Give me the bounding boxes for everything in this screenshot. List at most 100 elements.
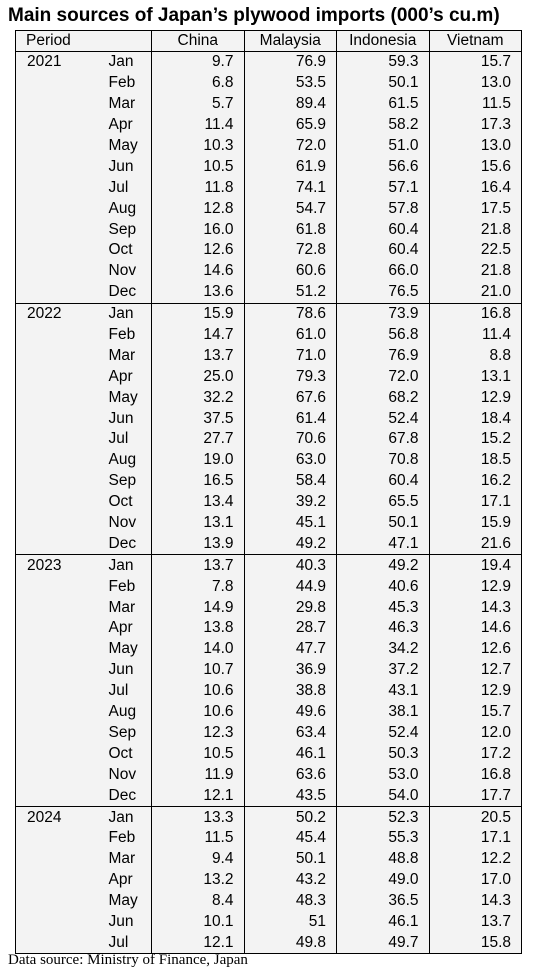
china-value-cell: 12.1 — [151, 785, 245, 808]
table-row: Oct 13.4 39.2 65.5 17.1 — [15, 491, 522, 513]
indonesia-value-cell: 65.5 — [336, 491, 430, 513]
year-cell — [15, 219, 62, 241]
malaysia-value-cell: 39.2 — [243, 491, 337, 513]
vietnam-value-cell: 22.5 — [428, 240, 522, 261]
indonesia-value-cell: 50.3 — [336, 743, 430, 765]
month-cell: May — [61, 890, 152, 912]
year-cell — [15, 135, 62, 157]
imports-table-container: Period China Malaysia Indonesia Vietnam … — [15, 30, 522, 955]
header-period: Period — [15, 30, 152, 52]
indonesia-value-cell: 48.8 — [336, 848, 430, 870]
indonesia-value-cell: 49.2 — [336, 554, 430, 577]
year-cell — [15, 576, 62, 598]
table-body: 2021 Jan 9.7 76.9 59.3 15.7 Feb 6.8 53.5 50.1 13.0… — [15, 51, 522, 955]
month-cell: Feb — [61, 827, 152, 849]
month-cell: Oct — [61, 240, 152, 261]
month-cell: Sep — [61, 219, 152, 241]
table-row: Jul 12.1 49.8 49.7 15.8 — [15, 932, 522, 955]
year-cell — [15, 408, 62, 430]
month-cell: Nov — [61, 260, 152, 282]
month-cell: Jan — [61, 303, 152, 325]
china-value-cell: 10.5 — [151, 743, 245, 765]
china-value-cell: 11.8 — [151, 177, 245, 199]
year-cell — [15, 198, 62, 220]
vietnam-value-cell: 14.3 — [428, 890, 522, 912]
indonesia-value-cell: 37.2 — [336, 659, 430, 681]
year-cell — [15, 470, 62, 492]
malaysia-value-cell: 49.8 — [243, 932, 337, 955]
vietnam-value-cell: 12.0 — [428, 722, 522, 744]
malaysia-value-cell: 53.5 — [243, 72, 337, 94]
china-value-cell: 32.2 — [151, 387, 245, 409]
table-row: Sep 16.0 61.8 60.4 21.8 — [15, 219, 522, 241]
malaysia-value-cell: 46.1 — [243, 743, 337, 765]
china-value-cell: 13.1 — [151, 512, 245, 534]
malaysia-value-cell: 51 — [243, 911, 337, 933]
table-row: Feb 7.8 44.9 40.6 12.9 — [15, 576, 522, 598]
month-cell: Jul — [61, 429, 152, 450]
indonesia-value-cell: 56.8 — [336, 324, 430, 346]
month-cell: Jun — [61, 911, 152, 933]
vietnam-value-cell: 12.2 — [428, 848, 522, 870]
month-cell: Nov — [61, 512, 152, 534]
month-cell: Mar — [61, 93, 152, 115]
year-cell — [15, 512, 62, 534]
china-value-cell: 11.5 — [151, 827, 245, 849]
indonesia-value-cell: 47.1 — [336, 533, 430, 556]
table-row: Nov 14.6 60.6 66.0 21.8 — [15, 260, 522, 282]
year-cell — [15, 366, 62, 388]
month-cell: May — [61, 638, 152, 660]
indonesia-value-cell: 45.3 — [336, 597, 430, 619]
vietnam-value-cell: 12.7 — [428, 659, 522, 681]
year-cell — [15, 281, 62, 304]
china-value-cell: 13.7 — [151, 554, 245, 577]
vietnam-value-cell: 12.9 — [428, 576, 522, 598]
malaysia-value-cell: 44.9 — [243, 576, 337, 598]
malaysia-value-cell: 54.7 — [243, 198, 337, 220]
year-cell — [15, 848, 62, 870]
indonesia-value-cell: 57.8 — [336, 198, 430, 220]
vietnam-value-cell: 16.4 — [428, 177, 522, 199]
year-cell — [15, 701, 62, 723]
malaysia-value-cell: 89.4 — [243, 93, 337, 115]
month-cell: Dec — [61, 281, 152, 304]
table-row: 2024 Jan 13.3 50.2 52.3 20.5 — [15, 806, 522, 828]
china-value-cell: 13.9 — [151, 533, 245, 556]
malaysia-value-cell: 65.9 — [243, 114, 337, 136]
vietnam-value-cell: 19.4 — [428, 554, 522, 577]
vietnam-value-cell: 16.2 — [428, 470, 522, 492]
vietnam-value-cell: 20.5 — [428, 806, 522, 828]
month-cell: Apr — [61, 366, 152, 388]
indonesia-value-cell: 60.4 — [336, 240, 430, 261]
year-cell — [15, 260, 62, 282]
year-cell: 2023 — [15, 554, 62, 577]
table-row: Aug 10.6 49.6 38.1 15.7 — [15, 701, 522, 723]
year-cell — [15, 491, 62, 513]
malaysia-value-cell: 76.9 — [243, 51, 337, 73]
indonesia-value-cell: 52.4 — [336, 408, 430, 430]
month-cell: Jul — [61, 177, 152, 199]
month-cell: May — [61, 135, 152, 157]
table-row: Nov 11.9 63.6 53.0 16.8 — [15, 764, 522, 786]
malaysia-value-cell: 63.0 — [243, 449, 337, 471]
month-cell: Jul — [61, 932, 152, 955]
table-row: Apr 13.8 28.7 46.3 14.6 — [15, 618, 522, 639]
year-cell — [15, 911, 62, 933]
year-cell — [15, 743, 62, 765]
month-cell: Dec — [61, 785, 152, 808]
month-cell: May — [61, 387, 152, 409]
table-row: Dec 13.9 49.2 47.1 21.6 — [15, 533, 522, 556]
year-cell — [15, 722, 62, 744]
malaysia-value-cell: 61.9 — [243, 156, 337, 178]
month-cell: Apr — [61, 114, 152, 136]
vietnam-value-cell: 13.0 — [428, 72, 522, 94]
table-row: Jul 27.7 70.6 67.8 15.2 — [15, 429, 522, 450]
year-cell: 2021 — [15, 51, 62, 73]
month-cell: Jun — [61, 408, 152, 430]
header-malaysia: Malaysia — [243, 30, 337, 52]
month-cell: Jan — [61, 554, 152, 577]
malaysia-value-cell: 49.2 — [243, 533, 337, 556]
year-cell — [15, 177, 62, 199]
month-cell: Nov — [61, 764, 152, 786]
indonesia-value-cell: 40.6 — [336, 576, 430, 598]
